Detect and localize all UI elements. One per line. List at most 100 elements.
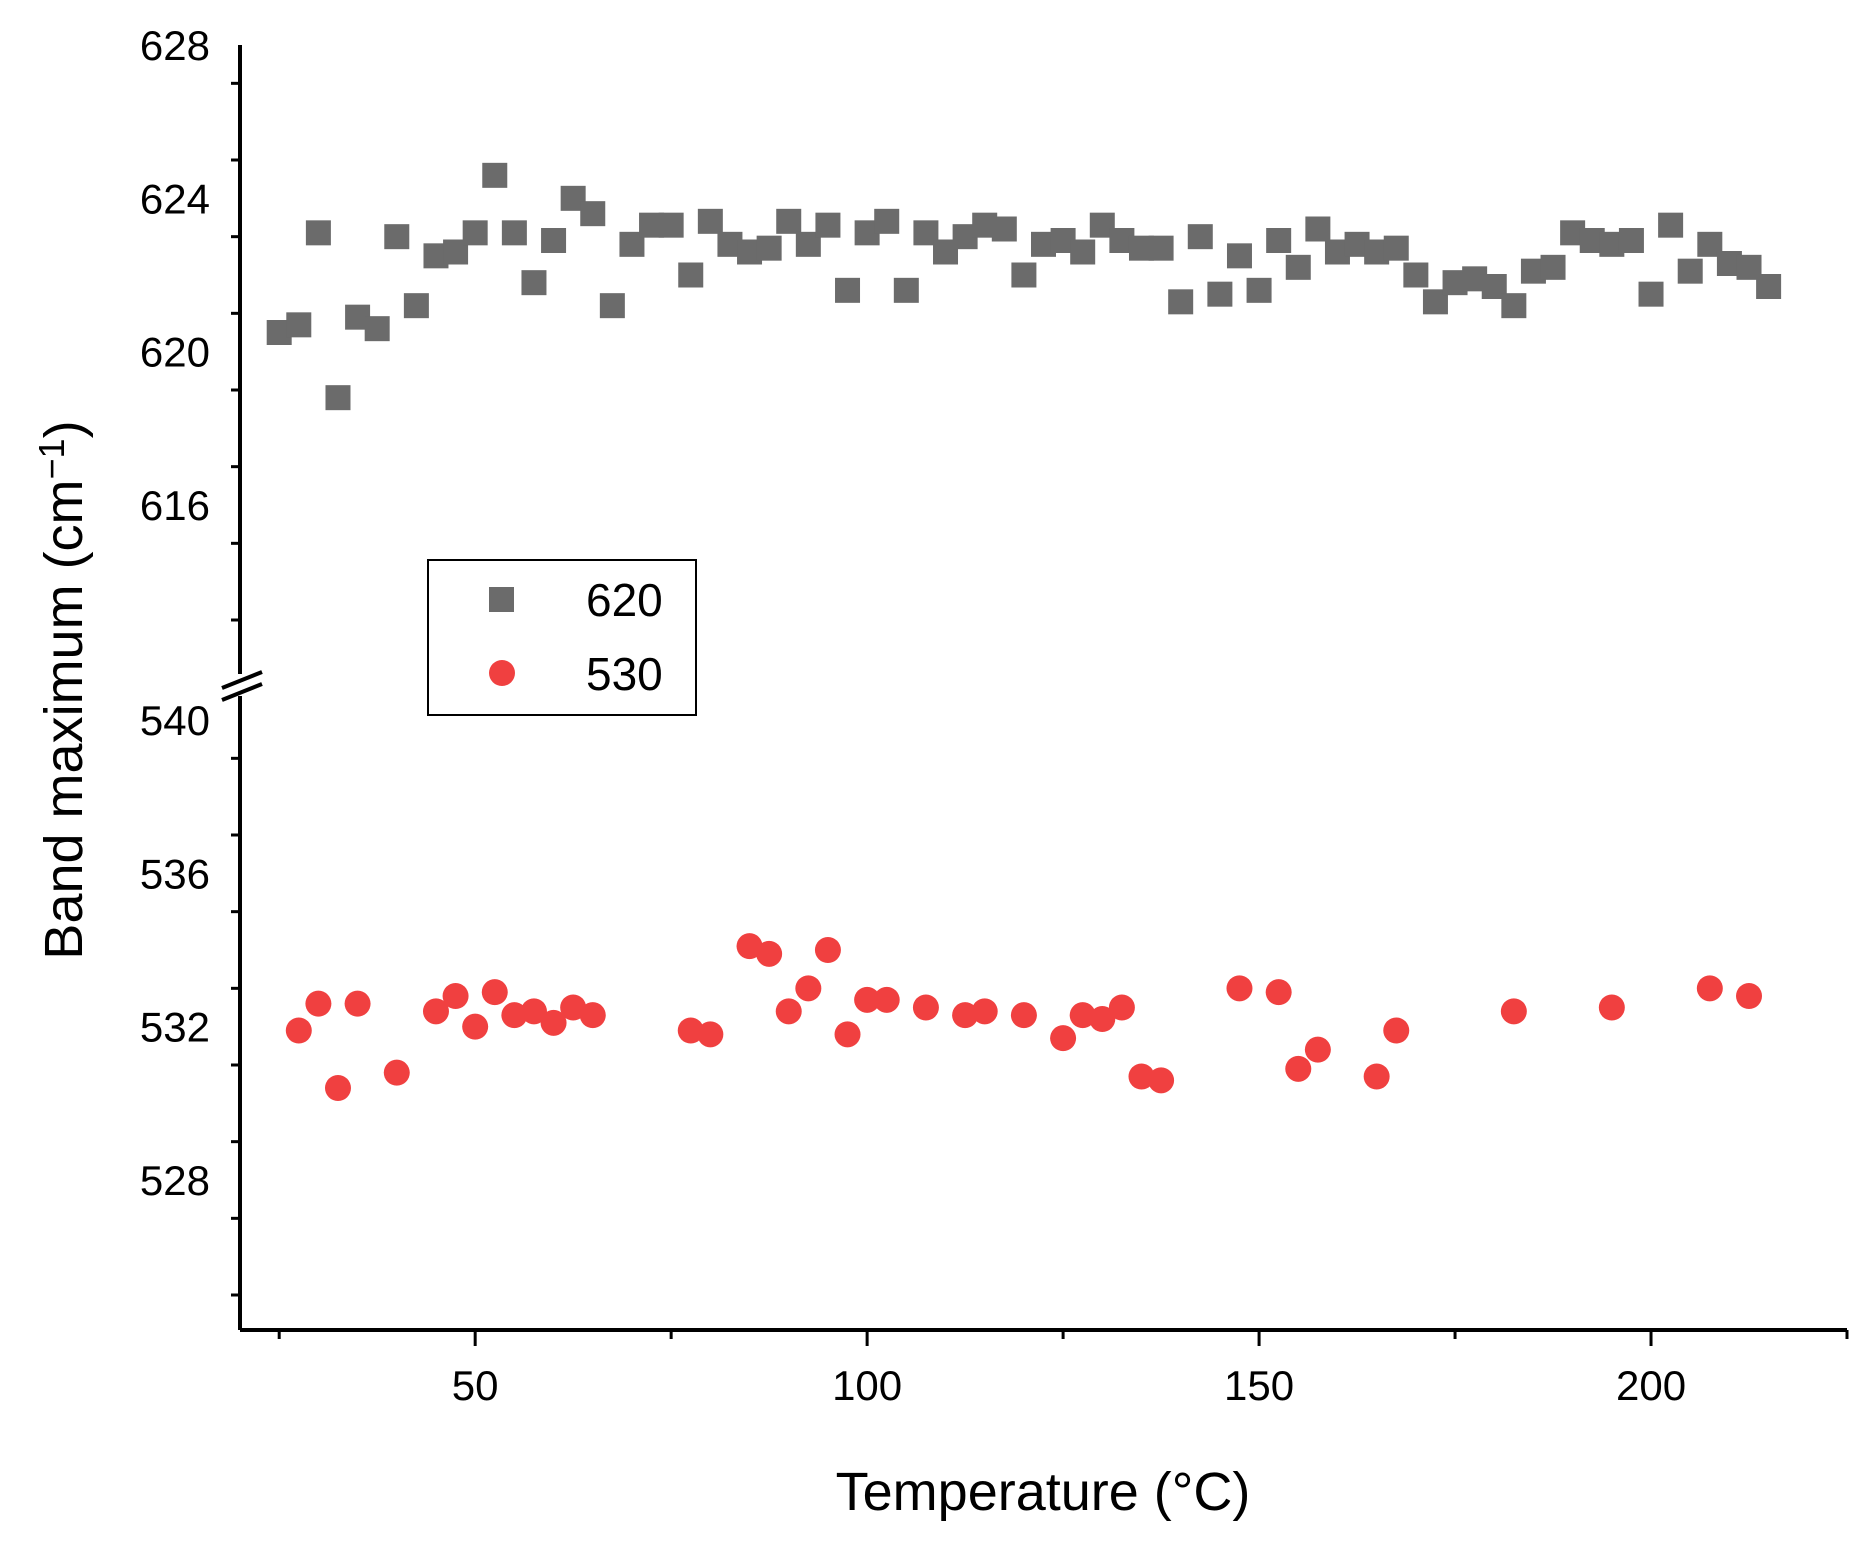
point-530-1 — [305, 990, 332, 1017]
point-620-26 — [776, 208, 802, 234]
x-tick-label-50: 50 — [452, 1362, 499, 1409]
y-tick-label-upper-620: 620 — [140, 329, 210, 376]
series-530 — [285, 933, 1763, 1101]
point-620-3 — [325, 385, 351, 411]
point-620-70 — [1638, 281, 1664, 307]
point-530-0 — [285, 1017, 312, 1044]
point-620-57 — [1383, 235, 1409, 261]
point-620-48 — [1207, 281, 1233, 307]
y-axis-title-main: Band maximum (cm — [34, 479, 94, 959]
legend-circle-marker — [489, 660, 515, 686]
point-530-7 — [462, 1013, 489, 1040]
point-530-19 — [795, 975, 822, 1002]
point-530-21 — [834, 1021, 861, 1048]
point-620-6 — [384, 224, 410, 250]
point-620-28 — [815, 212, 841, 238]
point-620-32 — [893, 277, 919, 303]
point-530-8 — [481, 979, 508, 1006]
point-530-30 — [1089, 1006, 1116, 1032]
point-620-52 — [1285, 254, 1311, 280]
point-620-29 — [835, 277, 861, 303]
point-620-5 — [364, 316, 390, 342]
point-620-53 — [1305, 216, 1331, 242]
point-530-13 — [579, 1002, 606, 1029]
point-620-22 — [697, 208, 723, 234]
x-tick-label-150: 150 — [1224, 1362, 1294, 1409]
point-530-40 — [1500, 998, 1527, 1025]
point-530-31 — [1108, 994, 1135, 1021]
point-620-11 — [482, 162, 508, 188]
y-tick-label-lower-528: 528 — [140, 1157, 210, 1204]
point-620-58 — [1403, 262, 1429, 288]
point-620-1 — [286, 312, 312, 338]
point-530-32 — [1128, 1063, 1155, 1090]
point-530-26 — [971, 998, 998, 1025]
point-530-39 — [1383, 1017, 1410, 1044]
point-620-7 — [403, 293, 429, 319]
point-620-47 — [1187, 224, 1213, 250]
point-530-37 — [1304, 1036, 1331, 1063]
point-530-42 — [1696, 975, 1723, 1002]
point-620-31 — [874, 208, 900, 234]
point-530-11 — [540, 1009, 567, 1036]
y-axis-title-sup: −1 — [31, 438, 72, 479]
point-530-23 — [873, 986, 900, 1013]
point-620-12 — [501, 220, 527, 246]
point-530-15 — [697, 1021, 724, 1048]
series-620 — [266, 162, 1782, 411]
point-530-4 — [383, 1059, 410, 1086]
point-620-51 — [1266, 228, 1292, 253]
legend-square-marker — [489, 587, 514, 612]
y-tick-label-upper-624: 624 — [140, 175, 210, 222]
point-530-17 — [756, 940, 783, 967]
point-620-45 — [1148, 235, 1174, 261]
point-620-50 — [1246, 277, 1272, 303]
point-620-25 — [756, 235, 782, 261]
point-530-36 — [1285, 1055, 1312, 1082]
x-tick-label-100: 100 — [832, 1362, 902, 1409]
point-620-21 — [678, 262, 704, 288]
point-530-14 — [677, 1017, 704, 1044]
point-620-63 — [1501, 293, 1527, 319]
point-620-72 — [1677, 258, 1703, 284]
point-530-3 — [344, 990, 371, 1017]
point-620-2 — [305, 220, 331, 246]
point-620-20 — [658, 212, 684, 238]
point-530-43 — [1736, 983, 1763, 1009]
point-620-14 — [541, 228, 567, 253]
y-axis-title: Band maximum (cm−1) — [31, 420, 94, 959]
point-530-2 — [324, 1075, 351, 1101]
point-530-41 — [1598, 994, 1625, 1021]
legend-box — [427, 559, 697, 716]
point-620-76 — [1756, 274, 1782, 299]
point-530-10 — [520, 998, 547, 1025]
point-620-65 — [1540, 254, 1566, 280]
legend: 620 530 — [427, 559, 697, 716]
point-530-22 — [854, 986, 881, 1013]
y-tick-label-lower-532: 532 — [140, 1004, 210, 1051]
point-530-29 — [1069, 1002, 1096, 1029]
point-530-6 — [442, 983, 469, 1009]
point-530-28 — [1050, 1025, 1077, 1052]
point-530-38 — [1363, 1063, 1390, 1090]
x-tick-label-200: 200 — [1616, 1362, 1686, 1409]
point-530-9 — [501, 1002, 528, 1029]
point-530-34 — [1226, 975, 1253, 1002]
y-axis-title-close: ) — [34, 420, 94, 438]
point-620-46 — [1168, 289, 1194, 315]
point-530-5 — [422, 998, 449, 1025]
point-620-38 — [1011, 262, 1037, 288]
legend-label-530: 530 — [586, 648, 663, 700]
point-530-35 — [1265, 979, 1292, 1006]
axis-break-mark — [221, 670, 265, 702]
point-530-33 — [1148, 1067, 1175, 1094]
y-ticks: 616 620 624 628 528 532 536 540 — [140, 22, 240, 1297]
x-ticks: 50 100 150 200 — [277, 1330, 1849, 1409]
point-530-16 — [736, 933, 763, 960]
point-620-13 — [521, 270, 547, 296]
point-620-37 — [991, 216, 1017, 242]
point-530-27 — [1010, 1002, 1037, 1029]
point-530-25 — [952, 1002, 979, 1029]
point-530-20 — [814, 937, 841, 963]
